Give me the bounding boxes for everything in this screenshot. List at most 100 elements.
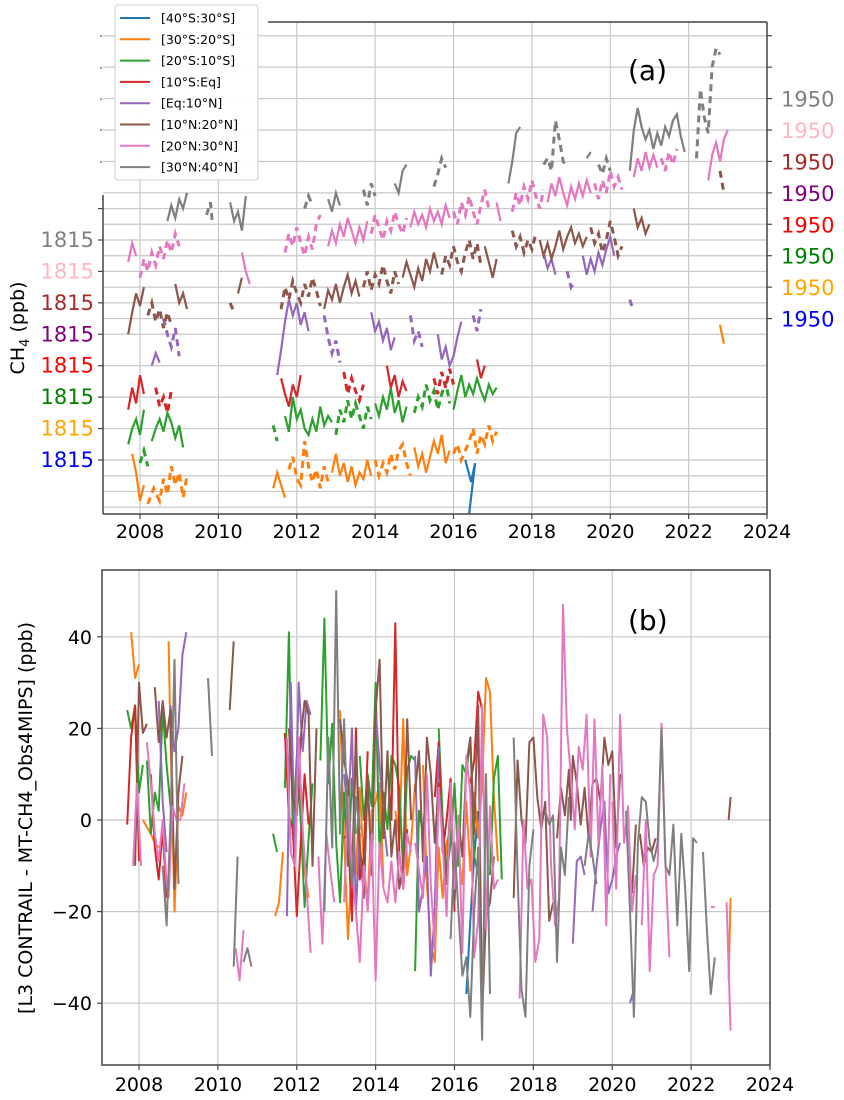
- panel-a-left-y-axis: 1815 1815 1815 1815 1815 1815 1815 1815: [41, 35, 103, 472]
- panel-b-y-axis: 40 20 0 −20 −40: [52, 627, 102, 1015]
- panel-a-left-tick-mark: [100, 161, 102, 163]
- panel-b-y-tick-label: −20: [52, 902, 92, 924]
- legend-label: [30°S:20°S]: [161, 32, 235, 47]
- series-line-segment: [205, 201, 214, 225]
- series-line-segment: [138, 445, 150, 467]
- legend-entry: [30°N:40°N]: [120, 160, 238, 175]
- series-line-segment: [323, 270, 361, 310]
- series-line-segment: [702, 852, 716, 995]
- panel-a-left-tick-label: 1815: [41, 354, 94, 378]
- panel-b-y-tick-label: −40: [52, 993, 92, 1015]
- series-line-segment: [585, 151, 592, 159]
- series-line-segment: [369, 208, 408, 246]
- series-line-segment: [285, 736, 312, 953]
- panel-a-left-tick-mark: [100, 129, 102, 131]
- series-line-segment: [571, 855, 586, 944]
- series-line-segment: [127, 374, 145, 410]
- panel-a-right-tick-label: 1950: [781, 150, 834, 174]
- panel-a-right-tick-label: 1950: [781, 276, 834, 300]
- panel-a-right-tick-label: 1950: [781, 245, 834, 269]
- series-line-segment: [327, 217, 369, 248]
- series-line-segment: [495, 202, 502, 222]
- panel-b-x-tick-label: 2018: [509, 1074, 557, 1096]
- series-30-n-40-n: [166, 44, 722, 231]
- series-line-segment: [134, 681, 148, 866]
- series-line-segment: [512, 737, 535, 1018]
- series-line-segment: [452, 425, 498, 465]
- series-line-segment: [232, 856, 239, 967]
- panel-b-x-tick-label: 2010: [194, 1074, 242, 1096]
- panel-a-x-tick-label: 2012: [273, 521, 321, 543]
- panel-a-x-axis: 2008 2010 2012 2014 2016 2018 2020 2022 2024: [116, 514, 791, 543]
- series-line-segment: [127, 286, 145, 335]
- series-line-segment: [452, 189, 491, 225]
- legend-entry: [10°N:20°N]: [120, 117, 238, 132]
- series-line-segment: [436, 321, 463, 370]
- series-line-segment: [132, 782, 142, 866]
- panel-b-x-tick-label: 2016: [430, 1074, 478, 1096]
- series-line-segment: [414, 704, 495, 1018]
- panel-a-right-tick-label: 1950: [781, 88, 834, 112]
- series-line-segment: [323, 590, 361, 912]
- series-20-n-30-n: [132, 603, 732, 1031]
- panel-a-left-tick-mark: [100, 98, 102, 100]
- panel-b-x-tick-label: 2022: [667, 1074, 715, 1096]
- legend-label: [30°N:40°N]: [161, 160, 238, 175]
- series-line-segment: [228, 302, 236, 313]
- series-line-segment: [544, 797, 570, 963]
- legend-entry: [10°S:Eq]: [120, 74, 221, 89]
- series-10-n-20-n: [134, 641, 732, 1018]
- series-line-segment: [242, 947, 253, 967]
- series-line-segment: [131, 453, 145, 502]
- series-line-segment: [322, 315, 342, 363]
- panel-a-right-tick-label: 1950: [781, 213, 834, 237]
- panel-a-left-tick-label: 1815: [41, 385, 94, 409]
- series-line-segment: [538, 223, 588, 264]
- series-line-segment: [512, 736, 555, 922]
- panel-a-spines: [102, 21, 768, 515]
- series-eq-10-n: [150, 232, 634, 376]
- panel-b-label: (b): [628, 604, 668, 637]
- series-line-segment: [413, 434, 451, 473]
- legend-label: [20°S:10°S]: [161, 53, 235, 68]
- panel-a-right-tick-label: 1950: [781, 182, 834, 206]
- series-line-segment: [471, 308, 483, 332]
- series-line-segment: [631, 824, 637, 894]
- series-line-segment: [236, 277, 243, 294]
- series-line-segment: [342, 371, 365, 406]
- panel-a-y-axis-title: CH4 (ppb): [7, 282, 33, 375]
- series-line-segment: [432, 153, 448, 188]
- series-line-segment: [632, 208, 651, 238]
- panel-b-spines: [101, 569, 771, 1066]
- panel-a-x-tick-label: 2018: [508, 521, 556, 543]
- series-line-segment: [510, 230, 538, 259]
- series-line-segment: [330, 453, 373, 490]
- legend-entry: [Eq:10°N]: [120, 96, 222, 111]
- panel-a-left-tick-label: 1815: [41, 259, 94, 283]
- legend-entry: [20°N:30°N]: [120, 138, 238, 153]
- legend-box: [114, 4, 259, 181]
- series-line-segment: [229, 195, 247, 231]
- panel-a-left-tick-label: 1815: [41, 291, 94, 315]
- series-10-s-eq: [127, 359, 486, 414]
- panel-b-y-tick-label: 40: [68, 627, 92, 649]
- series-line-segment: [432, 368, 455, 395]
- panel-a-right-tick-label: 1950: [781, 308, 834, 332]
- series-line-segment: [127, 409, 145, 445]
- series-20-s-10-s: [127, 374, 498, 467]
- series-line-segment: [507, 126, 522, 184]
- series-line-segment: [272, 468, 287, 499]
- series-line-segment: [475, 359, 486, 379]
- series-line-segment: [565, 271, 577, 291]
- series-line-segment: [279, 275, 322, 310]
- series-line-segment: [727, 797, 732, 821]
- series-line-segment: [628, 107, 686, 172]
- series-line-segment: [145, 709, 172, 835]
- panel-b-x-tick-label: 2014: [351, 1074, 399, 1096]
- series-line-segment: [146, 297, 173, 329]
- series-line-segment: [556, 736, 622, 849]
- series-line-segment: [138, 227, 181, 279]
- panel-a-x-tick-label: 2022: [664, 521, 712, 543]
- panel-b-series: [126, 590, 732, 1041]
- series-line-segment: [303, 191, 314, 210]
